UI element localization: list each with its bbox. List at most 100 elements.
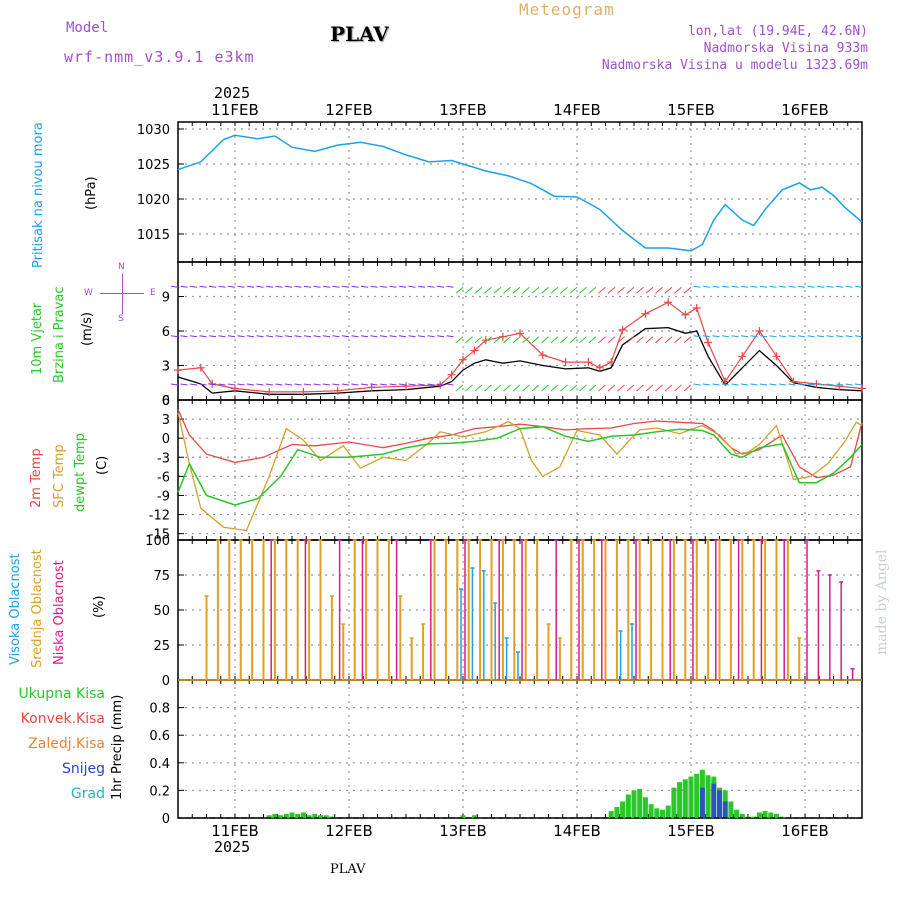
precip-bar-total xyxy=(705,775,711,818)
y-tick-label: 6 xyxy=(162,394,170,409)
wind-barb xyxy=(227,383,236,386)
wind-barb xyxy=(237,335,245,338)
precip-bar-total xyxy=(323,815,329,818)
wind-gust-marker xyxy=(561,358,570,367)
wind-barb xyxy=(607,384,616,392)
wind-barb xyxy=(218,285,226,288)
wind-barb xyxy=(693,285,701,288)
wind-barb xyxy=(531,336,540,344)
wind-barb xyxy=(522,384,530,392)
y-tick-label: 6 xyxy=(162,325,170,340)
precip-bar-snow xyxy=(717,790,722,818)
wind-gust-marker xyxy=(584,358,593,367)
wind-barb xyxy=(284,285,293,288)
wind-barb xyxy=(503,384,511,392)
wind-barb xyxy=(199,335,207,338)
wind-barb xyxy=(227,335,236,338)
wind-barb xyxy=(750,335,758,338)
day-label-top: 15FEB xyxy=(667,101,714,119)
wind-barb xyxy=(170,285,179,288)
wind-barb xyxy=(579,384,587,392)
panel-frame-pressure xyxy=(177,121,863,263)
precip-bar-total xyxy=(654,808,660,818)
wind-barb xyxy=(797,335,806,338)
wind-gust-marker xyxy=(470,346,479,355)
wind-barb xyxy=(465,286,473,294)
wind-barb xyxy=(170,335,179,338)
wind-barb xyxy=(569,336,578,344)
wind-gust-marker xyxy=(516,329,524,338)
wind-barb xyxy=(408,335,416,338)
wind-barb xyxy=(731,383,739,386)
wind-barb xyxy=(436,285,445,288)
precip-bar-total xyxy=(756,812,762,818)
wind-barb xyxy=(446,383,454,386)
wind-barb xyxy=(588,336,597,344)
wind-barb xyxy=(522,336,530,344)
wind-gust-marker xyxy=(265,387,274,396)
wind-barb xyxy=(702,335,711,338)
precip-bar-snow xyxy=(711,783,717,818)
y-tick-label: 1030 xyxy=(137,123,170,138)
y-tick-label: 0.2 xyxy=(149,784,170,799)
wind-gust-marker xyxy=(231,384,239,393)
wind-barb xyxy=(246,383,255,386)
wind-barb xyxy=(370,335,378,338)
wind-barb xyxy=(180,383,188,386)
wind-barb xyxy=(693,335,701,338)
wind-barb xyxy=(408,285,416,288)
wind-barb xyxy=(617,336,625,344)
wind-gust-marker xyxy=(333,386,342,395)
wind-barb xyxy=(398,335,407,338)
wind-barb xyxy=(417,383,426,386)
wind-barb xyxy=(341,335,350,338)
wind-barb xyxy=(436,383,445,386)
wind-barb xyxy=(332,335,340,338)
wind-barb xyxy=(351,285,359,288)
y-tick-label: -3 xyxy=(157,451,170,466)
wind-barb xyxy=(493,286,502,294)
wind-barb xyxy=(740,383,749,386)
precip-bar-total xyxy=(608,811,614,818)
wind-barb xyxy=(655,384,663,392)
wind-gust-marker xyxy=(858,384,866,393)
wind-barb xyxy=(351,383,359,386)
wind-gust-marker xyxy=(595,363,604,372)
wind-barb xyxy=(522,286,530,294)
wind-gust-marker xyxy=(681,310,690,319)
wind-barb xyxy=(512,286,521,294)
wind-barb xyxy=(674,336,682,344)
wind-barb xyxy=(731,335,739,338)
wind-barb xyxy=(246,285,255,288)
precip-bar-total xyxy=(625,794,631,818)
precip-bar-total xyxy=(774,813,779,818)
precip-bar-total xyxy=(768,812,774,818)
wind-gust-marker xyxy=(755,327,764,335)
wind-barb xyxy=(702,285,711,288)
wind-barb xyxy=(493,336,502,344)
wind-barb xyxy=(664,336,673,344)
precip-bar-total xyxy=(300,812,306,818)
precip-bar-total xyxy=(762,811,768,818)
y-tick-label: 9 xyxy=(162,291,170,306)
precip-label-total: Ukupna Kisa xyxy=(18,686,105,702)
model-elevation-label: Nadmorska Visina u modelu 1323.69m xyxy=(601,58,868,73)
wind-barb xyxy=(531,286,540,294)
wind-barb xyxy=(541,336,549,344)
wind-barb xyxy=(816,335,825,338)
wind-barb xyxy=(332,383,340,386)
wind-gust-marker xyxy=(664,298,673,307)
wind-barb xyxy=(645,286,654,294)
wind-barb xyxy=(265,335,274,338)
wind-barb xyxy=(731,285,739,288)
year-bottom: 2025 xyxy=(214,838,251,856)
wind-barb xyxy=(626,286,635,294)
wind-barb xyxy=(170,383,179,386)
wind-gust-marker xyxy=(618,325,627,334)
wind-barb xyxy=(645,384,654,392)
wind-barb xyxy=(256,335,264,338)
y-tick-label: 1015 xyxy=(137,228,170,243)
wind-barb xyxy=(341,383,350,386)
day-label-bottom: 16FEB xyxy=(781,822,828,840)
wind-barb xyxy=(275,383,283,386)
